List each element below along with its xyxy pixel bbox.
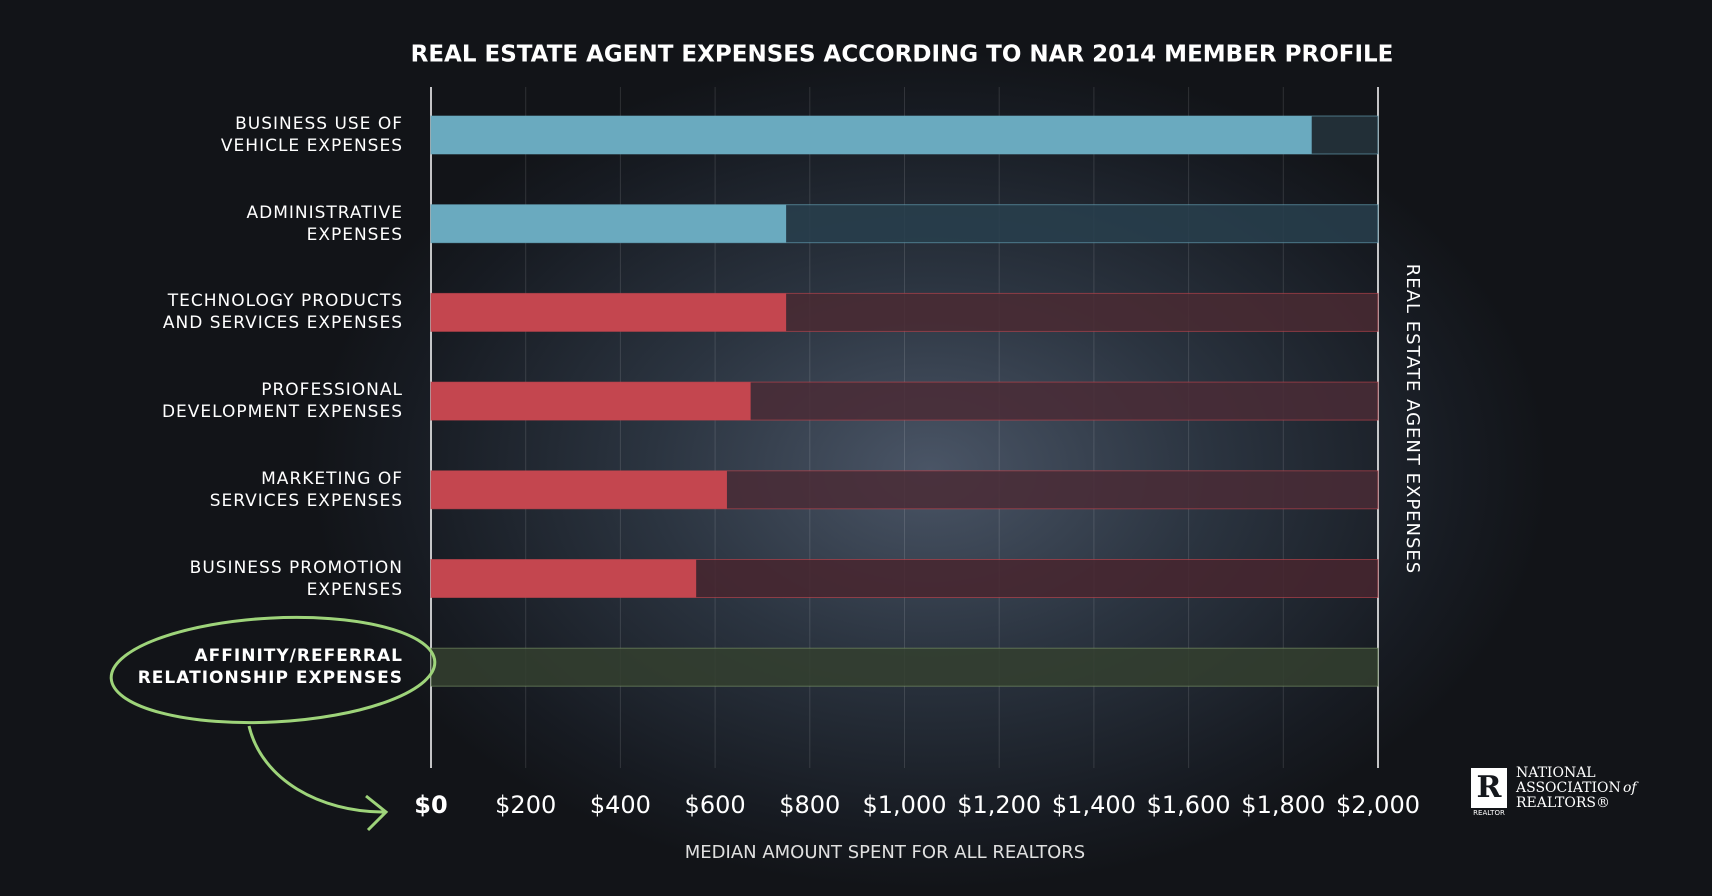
x-tick-label: $1,000 [863,791,947,819]
x-tick-label: $0 [414,791,447,819]
bar-track [430,647,1379,687]
category-label: PROFESSIONAL DEVELOPMENT EXPENSES [161,380,403,423]
bar [431,470,727,509]
category-label: BUSINESS PROMOTION EXPENSES [189,557,403,600]
category-label: MARKETING OF SERVICES EXPENSES [209,468,403,511]
right-label: REAL ESTATE AGENT EXPENSES [1402,264,1423,574]
x-tick-label: $1,400 [1052,791,1136,819]
category-label: ADMINISTRATIVE EXPENSES [246,202,403,245]
logo-line: REALTORS® [1516,795,1610,811]
chart-title: REAL ESTATE AGENT EXPENSES ACCORDING TO … [411,42,1394,68]
logo-line: ASSOCIATION [1515,780,1621,796]
x-tick-label: $600 [685,791,746,819]
highlight-ellipse [109,615,437,725]
bar [431,559,697,598]
logo-line: NATIONAL [1516,765,1596,781]
bar [431,382,751,421]
x-tick-label: $1,200 [957,791,1041,819]
logo-line: of [1623,780,1639,796]
logo-r: R [1477,770,1503,805]
x-tick-label: $1,600 [1147,791,1231,819]
logo-box [1471,768,1507,808]
x-axis-label: MEDIAN AMOUNT SPENT FOR ALL REALTORS [685,842,1085,863]
logo: R REALTOR NATIONAL ASSOCIATION of REALTO… [1471,765,1639,817]
arrow-head [365,794,389,832]
x-tick-label: $1,800 [1241,791,1325,819]
bar [431,204,787,243]
category-label: TECHNOLOGY PRODUCTS AND SERVICES EXPENSE… [162,291,403,334]
bar [431,293,787,332]
logo-mark: REALTOR [1473,809,1505,817]
x-tick-label: $400 [590,791,651,819]
category-label: BUSINESS USE OF VEHICLE EXPENSES [220,114,403,156]
bars [430,115,1379,687]
category-label: AFFINITY/REFERRAL RELATIONSHIP EXPENSES [137,646,403,689]
highlight-arrow [247,725,385,814]
x-tick-label: $800 [779,791,840,819]
x-tick-label: $200 [495,791,556,819]
x-tick-label: $2,000 [1336,791,1420,819]
bar [431,116,1312,154]
